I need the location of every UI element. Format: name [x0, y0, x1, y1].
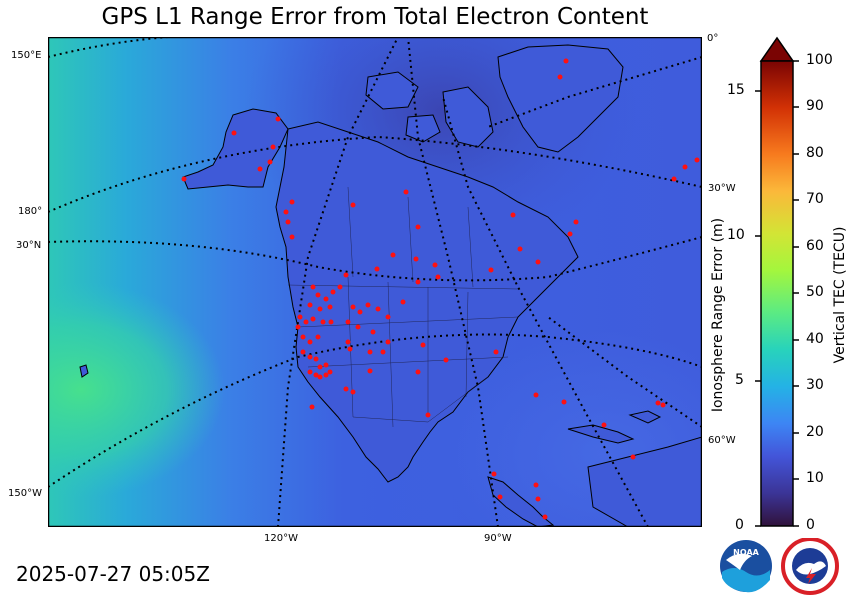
label-lon-30w: 30°W [708, 183, 736, 194]
tec-axis-title: Vertical TEC (TECU) [832, 226, 848, 364]
tec-tick-30: 30 [806, 377, 824, 393]
label-lat-30n: 30°N [16, 240, 42, 251]
range-tick-5: 5 [735, 372, 744, 388]
colorbar [755, 36, 799, 527]
tec-tick-90: 90 [806, 98, 824, 114]
tec-tick-100: 100 [806, 52, 833, 68]
tec-tick-80: 80 [806, 145, 824, 161]
national-weather-service-logo [781, 538, 839, 595]
tec-tick-50: 50 [806, 284, 824, 300]
range-tick-0: 0 [735, 517, 744, 533]
agency-logos: NOAA [720, 538, 839, 595]
label-lon-0: 0° [707, 33, 719, 44]
label-lon-150w: 150°W [8, 488, 42, 499]
tec-tick-20: 20 [806, 424, 824, 440]
tec-map[interactable] [48, 37, 702, 527]
range-tick-15: 15 [727, 82, 745, 98]
label-lon-60w: 60°W [708, 435, 736, 446]
graticule [48, 37, 702, 527]
tec-tick-0: 0 [806, 517, 815, 533]
gps-stations [181, 58, 700, 520]
range-error-axis-title: Ionosphere Range Error (m) [710, 217, 726, 413]
range-tick-10: 10 [727, 227, 745, 243]
label-lon-90w: 90°W [484, 533, 512, 544]
label-lon-150e: 150°E [11, 50, 42, 61]
tec-tick-10: 10 [806, 470, 824, 486]
label-lon-120w: 120°W [264, 533, 298, 544]
tec-tick-60: 60 [806, 238, 824, 254]
political-borders [287, 186, 519, 428]
tec-tick-40: 40 [806, 331, 824, 347]
svg-text:NOAA: NOAA [733, 548, 759, 557]
noaa-logo: NOAA [720, 540, 772, 593]
timestamp: 2025-07-27 05:05Z [16, 562, 210, 586]
tec-tick-70: 70 [806, 191, 824, 207]
page-title: GPS L1 Range Error from Total Electron C… [101, 4, 649, 30]
label-lon-180: 180° [18, 206, 43, 217]
